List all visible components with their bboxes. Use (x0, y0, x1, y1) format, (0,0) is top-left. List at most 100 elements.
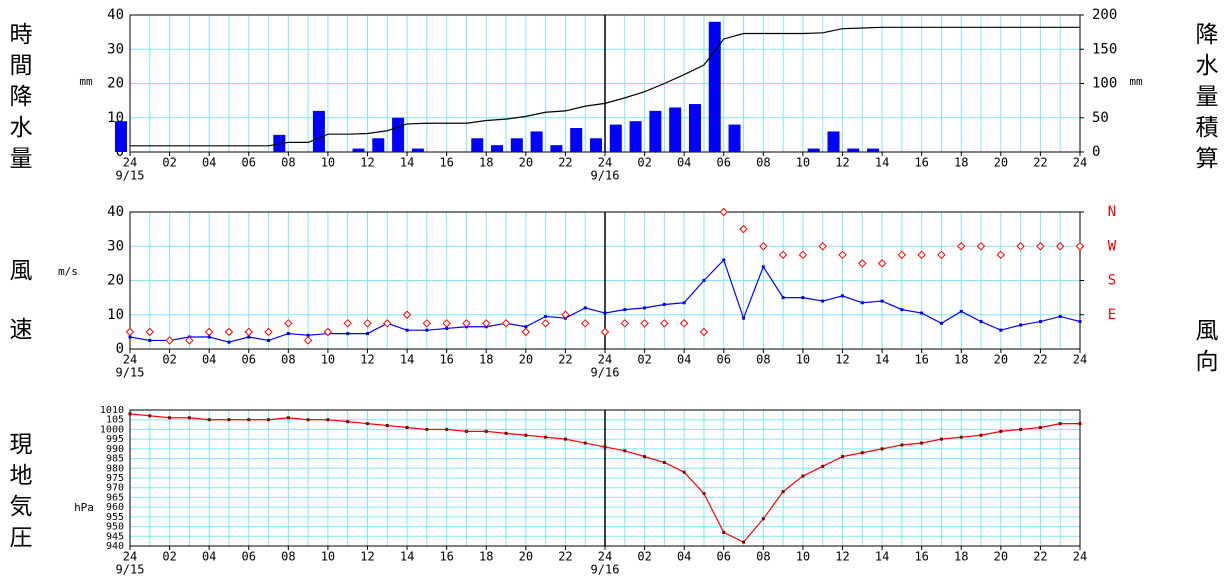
x-tick-label: 14 (400, 550, 414, 564)
point (484, 429, 488, 433)
y2-tick-label: 100 (1092, 76, 1117, 92)
point (168, 416, 172, 420)
point (979, 433, 983, 437)
point (284, 319, 293, 328)
point (148, 414, 152, 418)
point (504, 431, 508, 435)
point (145, 327, 154, 337)
x-tick-label: 20 (519, 156, 533, 170)
point (937, 250, 946, 260)
y2-tick-label: S (1108, 273, 1116, 289)
point (125, 327, 135, 337)
series-name: 現地気圧 (5, 432, 31, 556)
bar (312, 110, 325, 152)
y-axis-label: mm (79, 75, 93, 88)
x-tick-label: 10 (321, 156, 335, 170)
x-tick-label: 08 (756, 156, 770, 170)
point (544, 314, 548, 318)
x-tick-label: 04 (677, 156, 691, 170)
point (267, 418, 271, 422)
point (761, 517, 765, 521)
x-tick-label: 14 (400, 156, 414, 170)
point (244, 327, 253, 337)
point (247, 418, 251, 422)
bar (649, 110, 662, 152)
bar (471, 138, 484, 152)
x-tick-label: 12 (835, 353, 849, 367)
bar (352, 148, 365, 152)
point (679, 319, 689, 328)
x-tick-label: 02 (162, 156, 176, 170)
y-tick-label: 10 (107, 307, 124, 323)
y-tick-label: 40 (107, 7, 124, 23)
point (900, 443, 904, 447)
point (702, 279, 706, 282)
point (603, 311, 607, 315)
point (165, 336, 174, 345)
bar (550, 145, 563, 152)
point (860, 451, 864, 455)
x-tick-label: 20 (519, 353, 533, 367)
series-name: 風速 (5, 258, 31, 376)
point (976, 242, 986, 251)
point (264, 327, 273, 337)
x-tick-label: 16 (914, 550, 928, 564)
x-tick-label: 08 (281, 353, 295, 367)
x-tick-label: 04 (677, 353, 691, 367)
x-tick-label: 24 (123, 353, 137, 367)
y2-tick-label: 200 (1092, 7, 1117, 23)
y-tick-label: 995 (106, 434, 124, 445)
point (722, 258, 726, 262)
y2-tick-label: W (1108, 238, 1117, 254)
y-tick-label: 1000 (100, 424, 124, 435)
date-label: 9/15 (116, 169, 145, 183)
bar (570, 128, 583, 152)
point (643, 455, 647, 459)
point (405, 328, 409, 332)
point (603, 445, 607, 449)
point (366, 422, 369, 426)
x-tick-label: 16 (914, 156, 928, 170)
point (759, 242, 768, 251)
point (917, 250, 926, 260)
x-tick-label: 14 (400, 353, 414, 367)
x-tick-label: 18 (479, 550, 493, 564)
point (583, 306, 587, 310)
point (1078, 422, 1082, 426)
y-tick-label: 20 (107, 76, 124, 92)
x-tick-label: 04 (202, 156, 216, 170)
bar (867, 148, 880, 152)
x-tick-label: 04 (202, 550, 216, 564)
x-tick-label: 14 (875, 550, 889, 564)
point (877, 259, 887, 268)
point (959, 435, 963, 439)
x-tick-label: 12 (360, 156, 374, 170)
y-tick-label: 30 (107, 41, 124, 57)
bar (590, 138, 602, 152)
point (425, 427, 429, 431)
y-tick-label: 960 (106, 502, 124, 513)
point (682, 470, 686, 474)
line (130, 26, 1080, 147)
x-tick-label: 24 (123, 550, 137, 564)
point (1016, 242, 1025, 251)
x-tick-label: 22 (1033, 550, 1047, 564)
point (660, 319, 669, 328)
bar (115, 121, 127, 152)
bar (609, 124, 622, 152)
date-label: 9/15 (116, 366, 145, 380)
x-tick-label: 12 (835, 156, 849, 170)
y-tick-label: 950 (106, 522, 124, 533)
x-tick-label: 22 (558, 550, 572, 564)
bar (827, 131, 840, 152)
point (1019, 323, 1023, 327)
x-tick-label: 02 (162, 353, 176, 367)
bar (688, 104, 701, 152)
point (306, 418, 310, 422)
x-tick-label: 10 (796, 550, 810, 564)
point (204, 327, 214, 337)
x-tick-label: 12 (360, 353, 374, 367)
y2-tick-label: 150 (1092, 41, 1117, 57)
point (620, 319, 629, 328)
x-tick-label: 10 (321, 550, 335, 564)
